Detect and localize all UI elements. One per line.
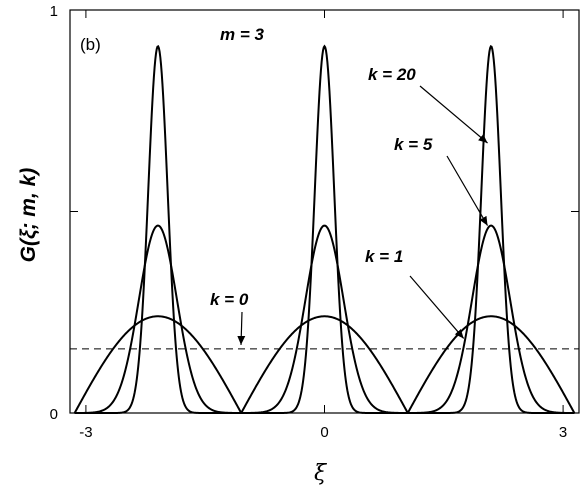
arrow-k20	[419, 85, 488, 144]
series-k1-line	[73, 315, 576, 414]
annotation-m: m = 3	[220, 25, 264, 44]
annotation-k20: k = 20	[368, 65, 416, 84]
annotation-k0: k = 0	[210, 290, 249, 309]
annotation-k1: k = 1	[365, 247, 403, 266]
arrow-k0	[237, 311, 246, 345]
curves	[70, 44, 579, 414]
x-axis-label: ξ	[314, 461, 328, 486]
panel-label: (b)	[80, 35, 101, 54]
arrow-k1	[409, 275, 465, 339]
x-tick-label: 0	[320, 424, 328, 441]
ticks: -3 0 3 0 1	[50, 3, 579, 441]
y-tick-label: 0	[50, 406, 58, 423]
x-tick-label: 3	[559, 424, 567, 441]
x-tick-label: -3	[79, 424, 92, 441]
series-k20-line	[74, 44, 575, 414]
series-k5-line	[74, 224, 575, 414]
annotation-k5: k = 5	[394, 135, 433, 154]
arrow-k5	[446, 155, 489, 226]
y-tick-label: 1	[50, 3, 58, 20]
annotations: m = 3 k = 20 k = 5 k = 1 k = 0	[210, 25, 489, 345]
y-axis-label: G(ξ; m, k)	[17, 168, 40, 263]
